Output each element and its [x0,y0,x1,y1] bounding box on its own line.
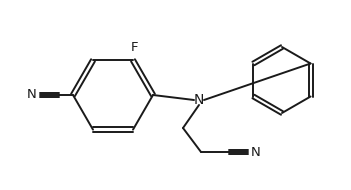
Text: N: N [194,93,204,107]
Text: F: F [131,41,139,54]
Text: N: N [27,89,37,101]
Text: N: N [251,146,261,158]
